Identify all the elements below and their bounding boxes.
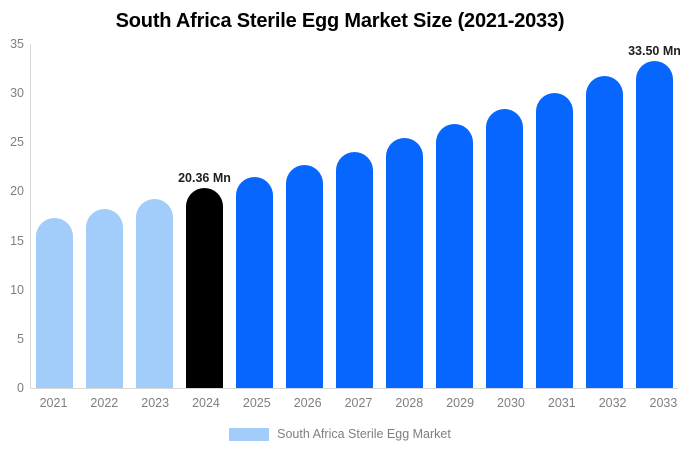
legend-swatch-icon xyxy=(229,427,270,441)
bar-2021[interactable] xyxy=(36,218,73,388)
bar-2030[interactable] xyxy=(486,109,523,388)
x-tick-label: 2032 xyxy=(598,396,627,410)
bar-value-label: 33.50 Mn xyxy=(628,44,680,58)
bar-2032[interactable] xyxy=(586,76,623,388)
bar-column-2029 xyxy=(436,44,473,388)
bar-column-2025 xyxy=(236,44,273,388)
bar-2033[interactable] xyxy=(636,61,673,388)
bar-column-2032 xyxy=(586,44,623,388)
y-tick-label: 0 xyxy=(17,381,24,395)
bars-container: 20.36 Mn 33.50 Mn xyxy=(31,44,680,388)
bar-2025[interactable] xyxy=(236,176,273,388)
x-tick-label: 2027 xyxy=(344,396,373,410)
bar-2023[interactable] xyxy=(136,198,173,388)
bar-column-2033: 33.50 Mn xyxy=(628,44,680,388)
x-tick-label: 2024 xyxy=(192,396,220,410)
y-tick-label: 10 xyxy=(10,282,24,297)
x-tick-label: 2021 xyxy=(39,396,68,410)
bar-column-2022 xyxy=(86,44,123,388)
chart-title: South Africa Sterile Egg Market Size (20… xyxy=(115,10,565,32)
y-tick-label: 25 xyxy=(10,135,24,150)
x-tick-label: 2022 xyxy=(90,396,119,410)
bar-2026[interactable] xyxy=(286,164,323,388)
bar-2027[interactable] xyxy=(336,151,373,388)
y-tick-label: 15 xyxy=(10,233,24,248)
bar-column-2027 xyxy=(336,44,373,388)
x-axis: 2021 2022 2023 2024 2025 2026 2027 2028 2029 2030… xyxy=(30,396,680,410)
x-tick-label: 2033 xyxy=(649,396,678,410)
bar-column-2023 xyxy=(136,44,173,388)
plot-area: 20.36 Mn 33.50 Mn xyxy=(30,44,680,389)
legend: South Africa Sterile Egg Market xyxy=(0,427,680,441)
x-tick-label: 2030 xyxy=(497,396,525,410)
bar-column-2030 xyxy=(486,44,523,388)
x-tick-label: 2025 xyxy=(242,396,271,410)
y-tick-label: 35 xyxy=(10,37,24,51)
y-tick-label: 30 xyxy=(10,86,24,101)
bar-value-label: 20.36 Mn xyxy=(178,170,231,185)
bar-2024[interactable] xyxy=(186,187,223,388)
x-tick-label: 2031 xyxy=(547,396,576,410)
bar-column-2028 xyxy=(386,44,423,388)
bar-2031[interactable] xyxy=(536,93,573,388)
bar-column-2031 xyxy=(536,44,573,388)
x-tick-label: 2026 xyxy=(293,396,322,410)
bar-2022[interactable] xyxy=(86,208,123,388)
legend-item[interactable]: South Africa Sterile Egg Market xyxy=(229,427,451,441)
bar-2029[interactable] xyxy=(436,124,473,388)
x-tick-label: 2029 xyxy=(446,396,475,410)
legend-label: South Africa Sterile Egg Market xyxy=(277,427,451,441)
x-tick-label: 2028 xyxy=(395,396,424,410)
x-tick-label: 2023 xyxy=(141,396,170,410)
y-tick-label: 5 xyxy=(17,331,24,346)
bar-2028[interactable] xyxy=(386,138,423,388)
bar-column-2021 xyxy=(36,44,73,388)
bar-column-2026 xyxy=(286,44,323,388)
y-tick-label: 20 xyxy=(10,184,24,199)
bar-column-2024: 20.36 Mn xyxy=(178,44,231,388)
